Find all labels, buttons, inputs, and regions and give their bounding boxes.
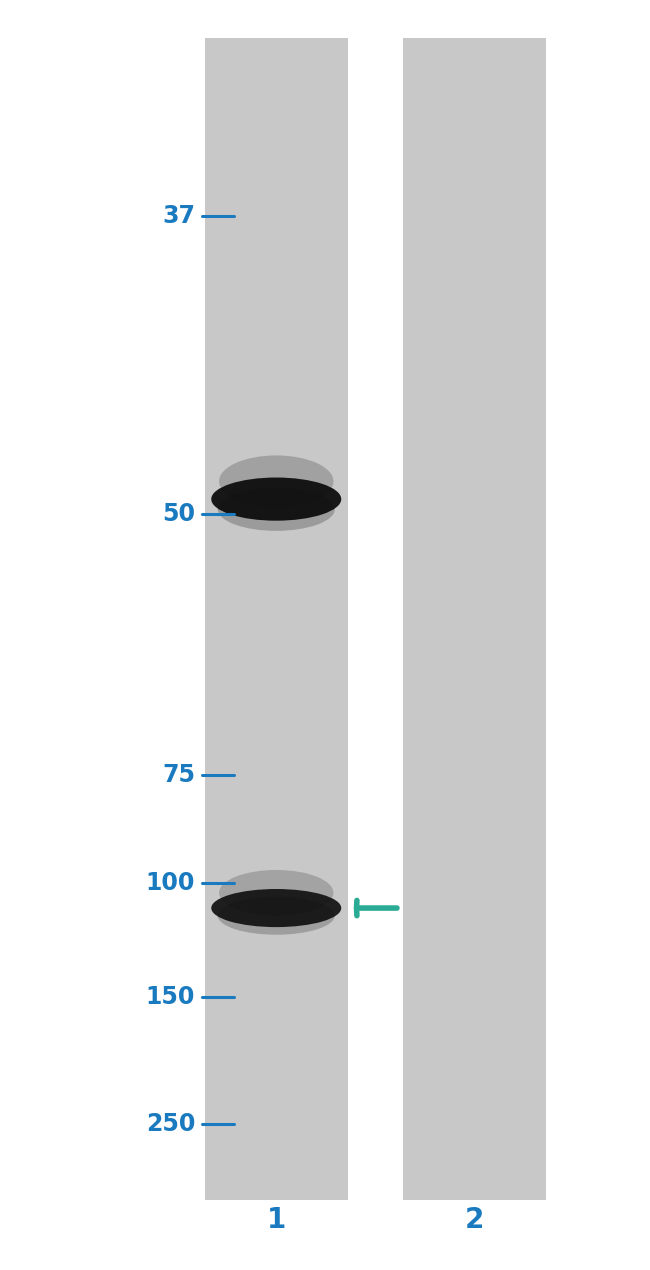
Text: 250: 250 xyxy=(146,1113,195,1135)
Text: 2: 2 xyxy=(465,1206,484,1234)
Bar xyxy=(205,38,348,1200)
Text: 37: 37 xyxy=(162,204,195,227)
Ellipse shape xyxy=(219,456,333,507)
Text: 50: 50 xyxy=(162,503,195,526)
Ellipse shape xyxy=(211,889,341,927)
Bar xyxy=(403,38,546,1200)
Ellipse shape xyxy=(211,478,341,521)
Text: 1: 1 xyxy=(266,1206,286,1234)
Ellipse shape xyxy=(218,488,335,531)
Text: 75: 75 xyxy=(162,763,195,786)
Ellipse shape xyxy=(218,897,335,935)
Text: 100: 100 xyxy=(146,871,195,894)
Text: 150: 150 xyxy=(146,986,195,1008)
Ellipse shape xyxy=(219,870,333,916)
